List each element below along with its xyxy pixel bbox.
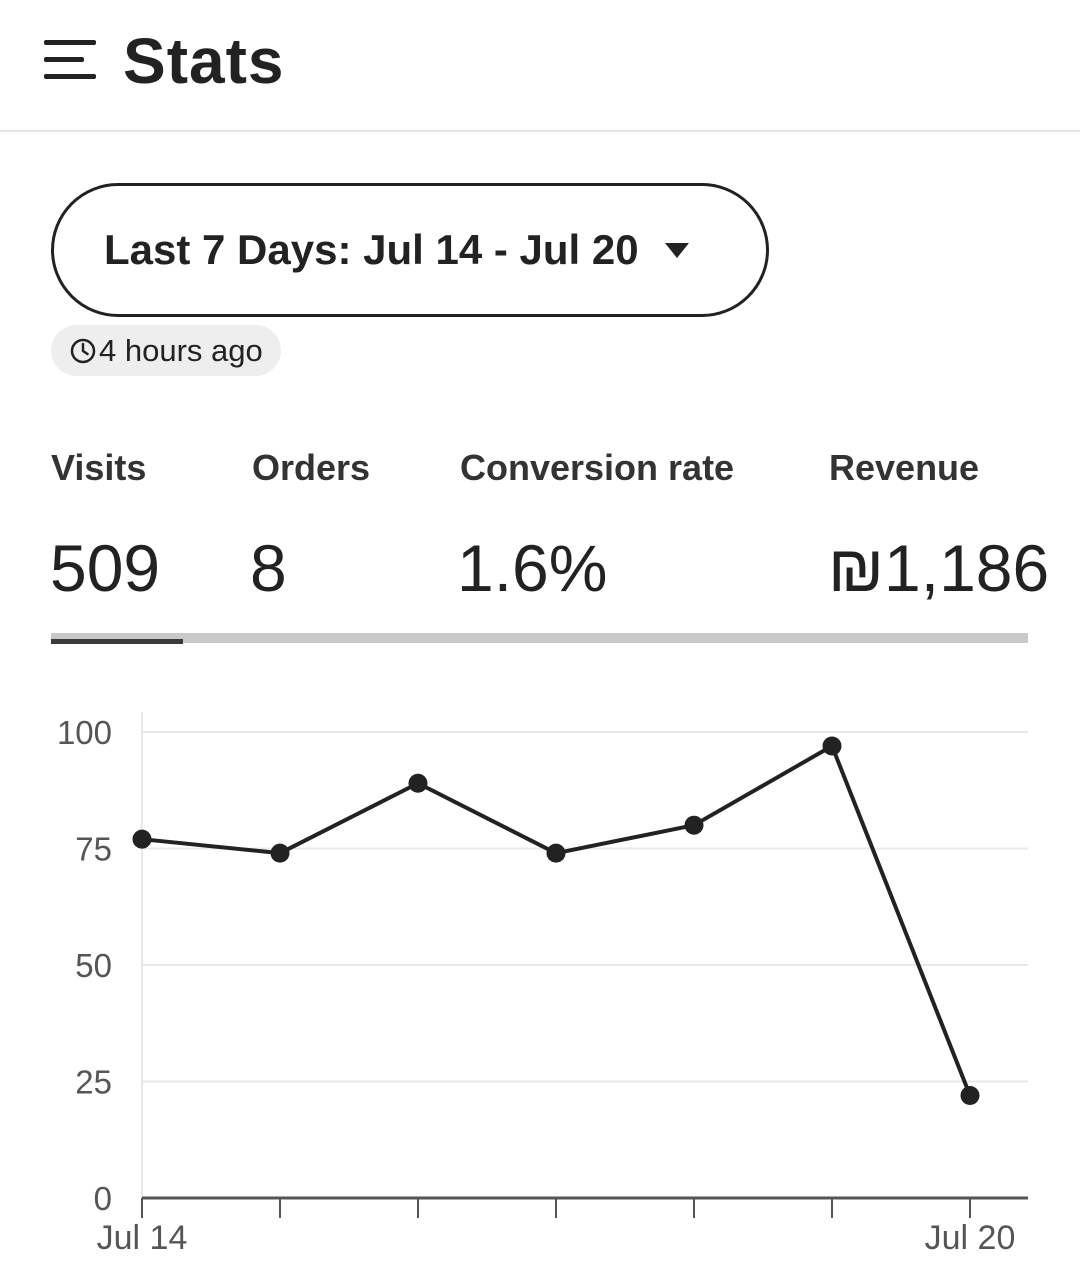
x-tick-label: Jul 14 [97,1219,188,1257]
y-tick-label: 75 [75,831,112,868]
last-updated-text: 4 hours ago [99,332,263,368]
y-tick-label: 100 [57,714,112,751]
series-line [141,743,972,1097]
metric-label-orders: Orders [252,447,371,488]
data-point [408,773,428,793]
metric-value-revenue: ₪1,186 [828,531,1050,605]
metric-label-visits: Visits [51,447,147,488]
data-point [270,843,290,863]
metric-tab-track [51,633,1028,643]
date-range-label: Last 7 Days: Jul 14 - Jul 20 [104,226,639,273]
page-title: Stats [123,25,285,97]
metric-tab-indicator [51,639,183,644]
y-tick-label: 50 [75,947,112,984]
last-updated-badge: 4 hours ago [51,325,281,376]
metric-label-revenue: Revenue [829,447,980,488]
y-tick-label: 25 [75,1064,112,1101]
data-point [684,815,704,835]
y-tick-label: 0 [94,1180,112,1217]
metric-value-orders: 8 [250,531,287,605]
metric-value-visits: 509 [50,531,161,605]
visits-line-chart: 0 25 50 75 100 Jul 14 Jul 20 [57,712,1028,1257]
data-point [960,1085,980,1105]
hamburger-menu-icon[interactable] [44,40,96,82]
date-range-dropdown[interactable]: Last 7 Days: Jul 14 - Jul 20 [51,183,769,317]
metric-value-conversion-rate: 1.6% [457,531,608,605]
caret-down-icon [664,242,689,258]
clock-icon [70,338,96,363]
app-header: Stats [0,0,1080,132]
data-point [546,843,566,863]
metric-label-conversion-rate: Conversion rate [460,447,735,488]
data-point [822,736,842,756]
x-tick-label: Jul 20 [925,1219,1016,1257]
data-point [132,829,152,849]
